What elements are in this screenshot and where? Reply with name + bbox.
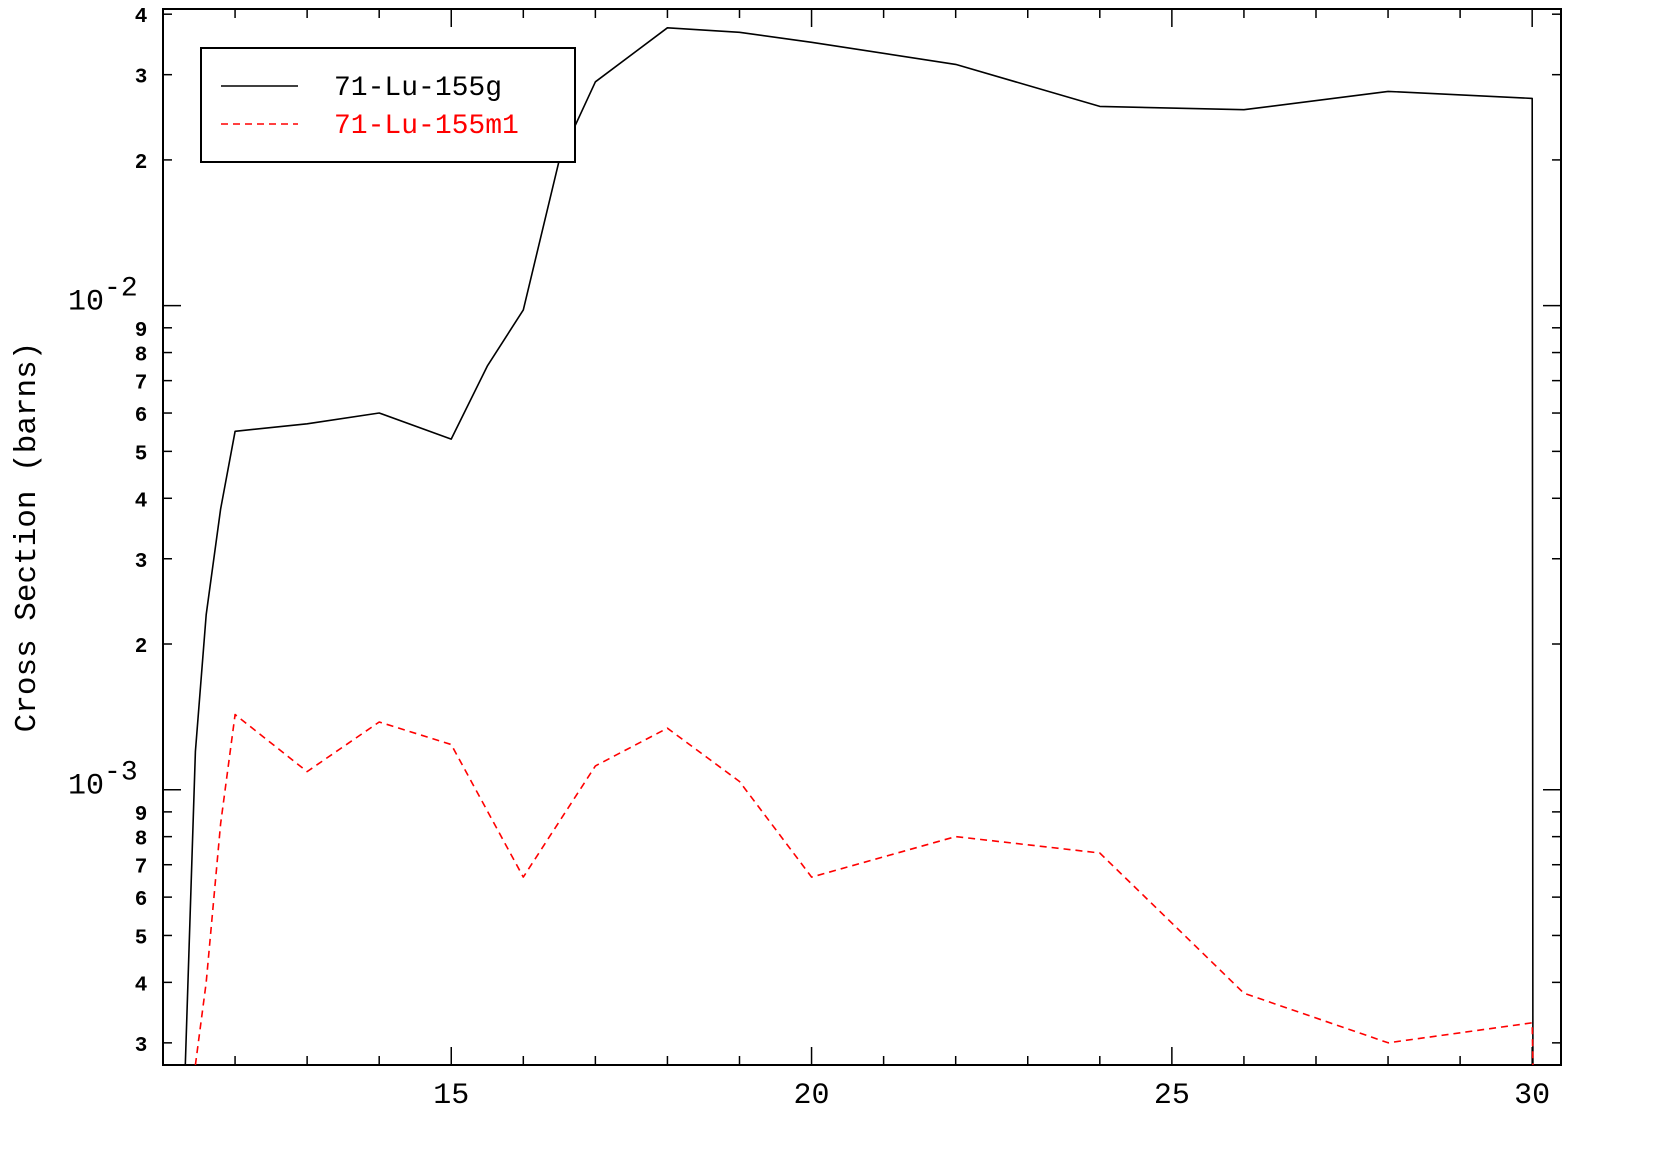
y-minor-label: 4 [135, 490, 148, 513]
y-minor-label: 3 [135, 67, 148, 90]
y-minor-label: 8 [135, 829, 148, 852]
plot-frame [162, 8, 1562, 1066]
x-tick-label: 25 [1154, 1079, 1190, 1113]
y-minor-label: 2 [135, 152, 148, 175]
y-minor-label: 3 [135, 1035, 148, 1058]
legend-label-lu155m1: 71-Lu-155m1 [334, 111, 519, 142]
y-minor-label: 5 [135, 443, 148, 466]
y-decade-label: 10-2 [68, 274, 138, 320]
x-tick-label: 20 [794, 1079, 830, 1113]
legend-box [200, 47, 576, 163]
y-axis-title: Cross Section (barns) [10, 342, 45, 733]
series-line-1 [194, 713, 1534, 1066]
y-decade-label: 10-3 [68, 758, 138, 804]
y-minor-label: 4 [135, 6, 148, 29]
y-minor-label: 6 [135, 405, 148, 428]
x-tick-label: 30 [1514, 1079, 1550, 1113]
y-minor-label: 2 [135, 636, 148, 659]
axis-ticks [162, 9, 1561, 1065]
y-minor-label: 7 [135, 857, 148, 880]
legend-label-lu155g: 71-Lu-155g [334, 73, 502, 104]
y-minor-label: 8 [135, 345, 148, 368]
y-minor-label: 5 [135, 927, 148, 950]
y-minor-label: 9 [135, 804, 148, 827]
y-minor-label: 6 [135, 889, 148, 912]
y-minor-label: 3 [135, 551, 148, 574]
y-minor-label: 7 [135, 373, 148, 396]
series-lines [184, 26, 1534, 1066]
y-minor-label: 4 [135, 974, 148, 997]
legend: 71-Lu-155g 71-Lu-155m1 [200, 47, 576, 163]
x-tick-label: 15 [433, 1079, 469, 1113]
y-minor-label: 9 [135, 320, 148, 343]
series-line-0 [184, 26, 1534, 1066]
